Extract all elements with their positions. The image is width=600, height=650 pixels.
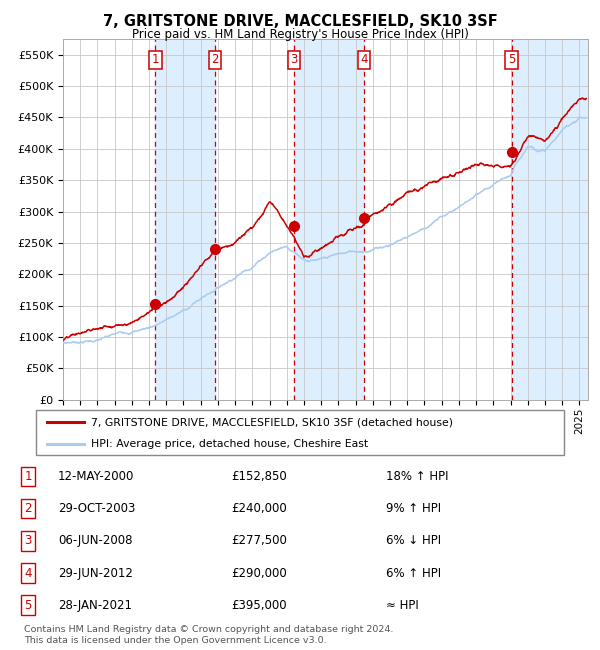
Text: £395,000: £395,000 [231,599,287,612]
Text: ≈ HPI: ≈ HPI [386,599,419,612]
Text: 1: 1 [25,470,32,483]
Text: Contains HM Land Registry data © Crown copyright and database right 2024.
This d: Contains HM Land Registry data © Crown c… [24,625,394,645]
Text: 7, GRITSTONE DRIVE, MACCLESFIELD, SK10 3SF: 7, GRITSTONE DRIVE, MACCLESFIELD, SK10 3… [103,14,497,29]
Text: 18% ↑ HPI: 18% ↑ HPI [386,470,449,483]
Text: Price paid vs. HM Land Registry's House Price Index (HPI): Price paid vs. HM Land Registry's House … [131,28,469,41]
Text: £290,000: £290,000 [231,567,287,580]
Text: 6% ↑ HPI: 6% ↑ HPI [386,567,442,580]
Text: 06-JUN-2008: 06-JUN-2008 [58,534,133,547]
Text: 29-OCT-2003: 29-OCT-2003 [58,502,136,515]
Text: 12-MAY-2000: 12-MAY-2000 [58,470,134,483]
Text: 6% ↓ HPI: 6% ↓ HPI [386,534,442,547]
Bar [294,39,364,400]
Text: 28-JAN-2021: 28-JAN-2021 [58,599,132,612]
Text: £277,500: £277,500 [231,534,287,547]
Text: 3: 3 [25,534,32,547]
Text: 1: 1 [152,53,159,66]
Text: 4: 4 [25,567,32,580]
Text: £240,000: £240,000 [231,502,287,515]
Text: 3: 3 [290,53,298,66]
Text: 9% ↑ HPI: 9% ↑ HPI [386,502,442,515]
Text: 5: 5 [508,53,515,66]
Bar [512,39,588,400]
Text: 5: 5 [25,599,32,612]
Text: 2: 2 [25,502,32,515]
Text: 2: 2 [211,53,219,66]
Text: 4: 4 [361,53,368,66]
Text: £152,850: £152,850 [231,470,287,483]
Text: HPI: Average price, detached house, Cheshire East: HPI: Average price, detached house, Ches… [91,439,368,449]
FancyBboxPatch shape [36,410,564,455]
Bar [155,39,215,400]
Text: 29-JUN-2012: 29-JUN-2012 [58,567,133,580]
Text: 7, GRITSTONE DRIVE, MACCLESFIELD, SK10 3SF (detached house): 7, GRITSTONE DRIVE, MACCLESFIELD, SK10 3… [91,417,454,427]
